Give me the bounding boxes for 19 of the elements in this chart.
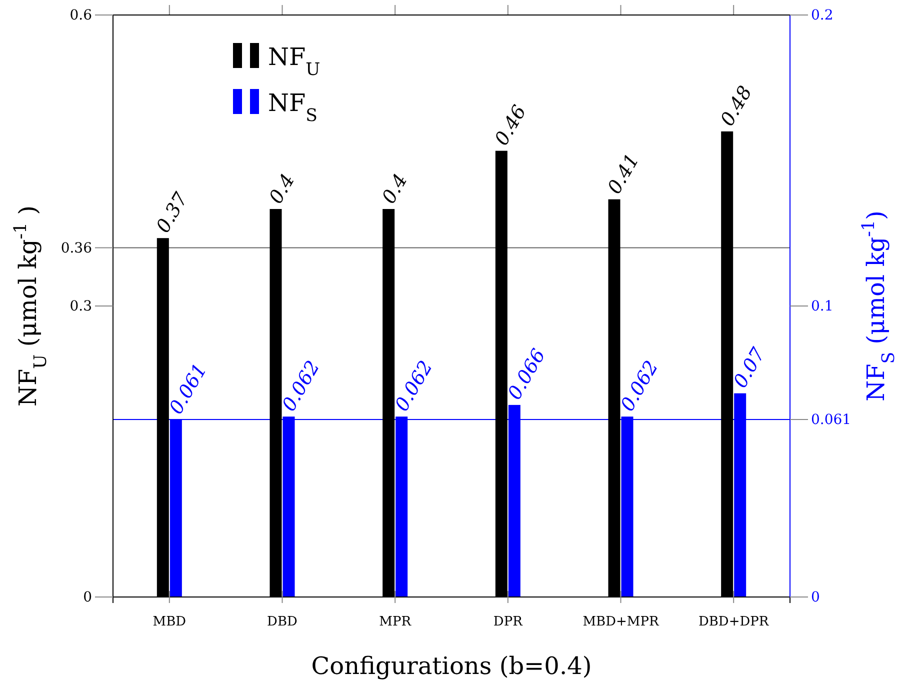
x-tick-label: DBD+DPR: [698, 614, 770, 630]
y2-tick-label: 0.2: [811, 7, 834, 24]
y-tick-label: 0.3: [70, 298, 92, 314]
x-tick-label: MBD: [152, 614, 186, 630]
x-tick-label: MBD+MPR: [582, 614, 660, 630]
x-axis-title: Configurations (b=0.4): [311, 652, 592, 680]
y2-tick-label: 0: [811, 589, 820, 606]
legend-label: NF$_{U}$: [268, 43, 320, 80]
x-tick-label: MPR: [379, 614, 412, 630]
y-tick-label: 0: [83, 589, 92, 606]
x-tick-label: DPR: [493, 614, 524, 630]
x-tick-label: DBD: [267, 614, 298, 630]
data-label: 0.4: [265, 170, 300, 208]
y2-tick-label: 0.061: [811, 412, 852, 428]
data-label: 0.4: [378, 170, 412, 208]
y-tick-label: 0.6: [70, 7, 92, 24]
y2-tick-label: 0.1: [811, 298, 834, 314]
legend-label: NF$_{S}$: [268, 89, 318, 126]
y-tick-label: 0.36: [60, 240, 92, 256]
